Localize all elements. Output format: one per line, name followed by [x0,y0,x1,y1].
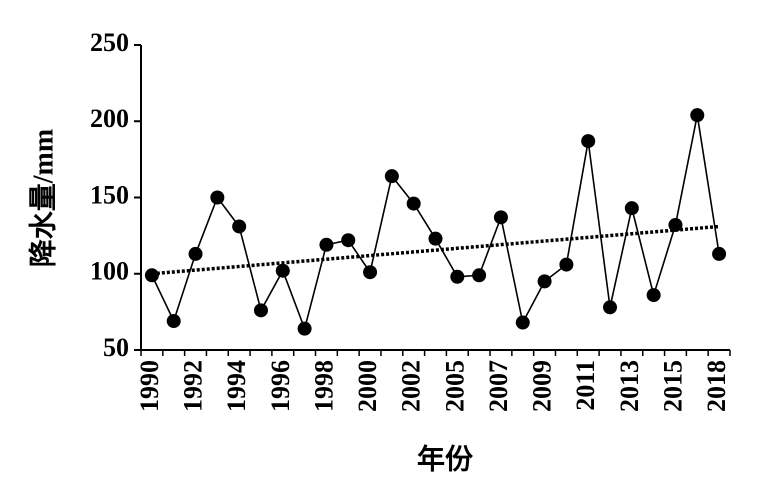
x-tick-label: 1992 [179,360,208,412]
y-tick-label: 250 [90,28,129,57]
x-axis-title: 年份 [417,442,473,475]
x-tick-label: 1990 [135,360,164,412]
data-point [406,196,421,211]
data-point [144,268,159,283]
y-tick-label: 100 [90,257,129,286]
y-axis-title: 降水量/mm [27,129,59,267]
x-tick-label: 1994 [222,360,251,412]
y-tick-label: 50 [103,333,129,362]
x-tick-label: 2007 [484,360,513,412]
data-point [690,108,705,123]
data-point [559,257,574,272]
data-point [581,134,596,149]
data-point [603,300,618,315]
data-point [624,201,639,216]
data-point [668,217,683,232]
data-point [646,288,661,303]
data-point [232,219,247,234]
x-tick-label: 2009 [528,360,557,412]
data-point [450,269,465,284]
y-tick-label: 200 [90,104,129,133]
data-point [712,246,727,261]
x-tick-label: 2011 [571,360,600,411]
data-point [253,303,268,318]
x-tick-label: 2005 [440,360,469,412]
y-tick-label: 150 [90,180,129,209]
data-point [297,321,312,336]
data-point [166,314,181,329]
x-tick-label: 2002 [397,360,426,412]
data-point [210,190,225,205]
data-point [493,210,508,225]
x-tick-label: 1996 [266,360,295,412]
data-point [472,268,487,283]
data-point [319,237,334,252]
x-tick-label: 1998 [309,360,338,412]
x-tick-label: 2018 [702,360,731,412]
x-tick-label: 2013 [615,360,644,412]
data-point [515,315,530,330]
data-point [188,246,203,261]
x-tick-label: 2015 [658,360,687,412]
data-point [537,274,552,289]
data-point [428,231,443,246]
data-point [384,169,399,184]
x-tick-label: 2000 [353,360,382,412]
data-point [275,263,290,278]
data-point [363,265,378,280]
data-point [341,233,356,248]
